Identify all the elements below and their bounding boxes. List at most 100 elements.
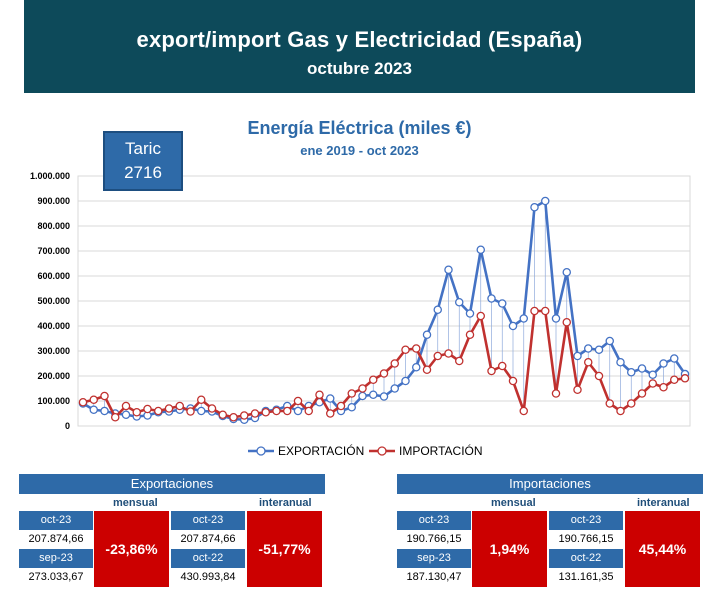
import-point xyxy=(680,374,690,383)
chart-title: Energía Eléctrica (miles €) xyxy=(247,118,472,138)
y-tick-label: 600.000 xyxy=(37,271,70,281)
import-point xyxy=(368,375,378,384)
imports-yoy-label: oct-22 xyxy=(549,549,623,568)
export-point xyxy=(454,297,464,307)
exports-subheader: mensual interanual xyxy=(19,494,325,511)
y-tick-label: 700.000 xyxy=(37,246,70,256)
import-point xyxy=(218,410,227,419)
imports-annual-label: interanual xyxy=(637,497,690,509)
export-point xyxy=(433,305,442,314)
export-point xyxy=(648,370,658,379)
import-point xyxy=(541,306,550,316)
import-point xyxy=(497,361,507,371)
export-point xyxy=(659,359,668,368)
import-point xyxy=(347,389,356,398)
imports-subheader: mensual interanual xyxy=(397,494,703,511)
export-point xyxy=(562,267,572,277)
imports-annual-pct: 45,44% xyxy=(625,511,700,587)
import-point xyxy=(584,357,593,367)
import-point xyxy=(659,382,668,392)
import-point xyxy=(627,399,636,408)
exports-grid: oct-23 207.874,66 sep-23 273.033,67 -23,… xyxy=(19,511,325,587)
page-subtitle: octubre 2023 xyxy=(307,59,412,78)
import-point xyxy=(78,397,88,407)
imports-yoy-value: 131.161,35 xyxy=(549,568,623,587)
imports-prev-value: 187.130,47 xyxy=(397,568,471,587)
import-point xyxy=(648,379,658,388)
export-point xyxy=(293,406,303,416)
import-point xyxy=(433,351,442,361)
exports-cur2-label: oct-23 xyxy=(171,511,245,530)
import-point xyxy=(111,412,120,422)
exports-prev-value: 273.033,67 xyxy=(19,568,93,587)
import-point xyxy=(637,389,647,398)
exports-panel: Exportaciones mensual interanual oct-23 … xyxy=(19,474,325,587)
import-point xyxy=(573,385,582,394)
import-point xyxy=(530,306,539,316)
taric-code: 2716 xyxy=(124,163,162,182)
import-point xyxy=(100,391,109,401)
import-point xyxy=(616,406,625,416)
export-point xyxy=(497,299,507,308)
import-point xyxy=(143,404,152,414)
page-title: export/import Gas y Electricidad (España… xyxy=(136,27,583,52)
taric-box: Taric 2716 xyxy=(103,131,183,191)
export-point xyxy=(551,314,561,323)
imports-cur-value: 190.766,15 xyxy=(397,530,471,549)
export-point xyxy=(637,364,647,373)
import-point xyxy=(358,384,367,393)
import-point xyxy=(562,317,572,327)
import-legend-label: IMPORTACIÓN xyxy=(399,443,483,458)
export-point xyxy=(541,196,550,206)
import-point xyxy=(411,344,421,353)
exports-yoy-value: 430.993,84 xyxy=(171,568,245,587)
line-chart: 0 100.000 200.000 300.000 400.000 500.000 600.… xyxy=(30,171,691,458)
export-point xyxy=(390,384,399,393)
import-point xyxy=(454,356,464,366)
export-point xyxy=(89,405,99,414)
exports-monthly-pct: -23,86% xyxy=(94,511,169,587)
import-point xyxy=(551,389,561,398)
export-legend-marker xyxy=(256,446,266,456)
import-point xyxy=(132,407,141,417)
import-point xyxy=(261,407,270,417)
export-point xyxy=(519,314,529,323)
export-point xyxy=(121,410,131,419)
import-point xyxy=(465,330,475,339)
import-point xyxy=(304,406,313,416)
y-tick-label: 1.000.000 xyxy=(30,171,70,181)
chart-subtitle: ene 2019 - oct 2023 xyxy=(300,143,419,158)
export-point xyxy=(379,392,389,401)
import-point xyxy=(272,406,281,416)
taric-label: Taric xyxy=(125,139,161,158)
export-point xyxy=(530,202,539,212)
import-point xyxy=(476,311,485,321)
import-point xyxy=(519,406,529,416)
y-tick-label: 100.000 xyxy=(37,396,70,406)
imports-prev-label: sep-23 xyxy=(397,549,471,568)
imports-monthly-label: mensual xyxy=(491,497,536,509)
imports-monthly-pct: 1,94% xyxy=(472,511,547,587)
imports-panel: Importaciones mensual interanual oct-23 … xyxy=(397,474,703,587)
imports-cur2-label: oct-23 xyxy=(549,511,623,530)
import-point xyxy=(186,407,195,416)
y-tick-label: 0 xyxy=(65,421,70,431)
import-point xyxy=(401,345,410,354)
export-point xyxy=(605,336,615,346)
export-point xyxy=(347,402,356,412)
imports-grid: oct-23 190.766,15 sep-23 187.130,47 1,94… xyxy=(397,511,703,587)
y-tick-label: 400.000 xyxy=(37,321,70,331)
export-point xyxy=(368,390,378,399)
exports-cur-label: oct-23 xyxy=(19,511,93,530)
export-point xyxy=(573,351,582,361)
export-point xyxy=(584,344,593,353)
import-point xyxy=(594,371,604,381)
export-point xyxy=(358,391,367,401)
import-point xyxy=(207,404,217,413)
export-point xyxy=(627,367,636,377)
export-point xyxy=(411,362,421,372)
exports-panel-title: Exportaciones xyxy=(19,474,325,494)
y-tick-label: 500.000 xyxy=(37,296,70,306)
exports-prev-label: sep-23 xyxy=(19,549,93,568)
y-tick-label: 800.000 xyxy=(37,221,70,231)
